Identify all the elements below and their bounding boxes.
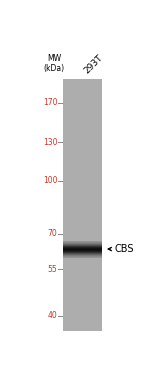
Bar xyxy=(63,246,102,247)
Bar xyxy=(63,249,102,250)
Bar xyxy=(63,252,102,253)
Bar xyxy=(63,253,102,254)
Bar xyxy=(63,252,102,253)
Bar xyxy=(63,253,102,254)
Bar xyxy=(63,242,102,243)
Bar xyxy=(63,257,102,258)
Bar xyxy=(63,241,102,242)
Bar xyxy=(63,242,102,243)
Bar xyxy=(63,250,102,251)
Bar xyxy=(63,241,102,242)
Bar xyxy=(63,246,102,247)
Bar xyxy=(63,257,102,258)
Text: 100: 100 xyxy=(43,177,57,185)
Bar xyxy=(63,255,102,256)
Bar xyxy=(63,245,102,246)
Text: 293T: 293T xyxy=(83,54,105,76)
Bar xyxy=(63,244,102,245)
Bar xyxy=(63,244,102,245)
Bar xyxy=(63,249,102,250)
Bar xyxy=(63,242,102,243)
Bar xyxy=(63,245,102,246)
Text: 170: 170 xyxy=(43,98,57,107)
Bar xyxy=(63,251,102,252)
Bar xyxy=(63,251,102,252)
Bar xyxy=(63,248,102,249)
Bar xyxy=(63,254,102,255)
Bar xyxy=(63,241,102,242)
Text: CBS: CBS xyxy=(115,244,134,254)
Bar xyxy=(63,250,102,251)
Bar xyxy=(63,251,102,252)
Bar xyxy=(63,243,102,244)
Bar xyxy=(63,248,102,249)
Bar xyxy=(63,256,102,257)
Bar xyxy=(63,247,102,248)
Bar xyxy=(63,248,102,249)
Text: 40: 40 xyxy=(48,312,57,320)
Bar xyxy=(63,79,102,331)
Bar xyxy=(63,254,102,255)
Text: MW
(kDa): MW (kDa) xyxy=(44,54,65,73)
Bar xyxy=(63,247,102,248)
Bar xyxy=(63,243,102,244)
Bar xyxy=(63,243,102,244)
Text: 55: 55 xyxy=(48,265,57,274)
Text: 70: 70 xyxy=(48,229,57,238)
Bar xyxy=(63,244,102,245)
Bar xyxy=(63,252,102,253)
Bar xyxy=(63,256,102,257)
Bar xyxy=(63,247,102,248)
Bar xyxy=(63,256,102,257)
Text: 130: 130 xyxy=(43,138,57,147)
Bar xyxy=(63,254,102,255)
Bar xyxy=(63,255,102,256)
Bar xyxy=(63,250,102,251)
Bar xyxy=(63,255,102,256)
Bar xyxy=(63,246,102,247)
Bar xyxy=(63,245,102,246)
